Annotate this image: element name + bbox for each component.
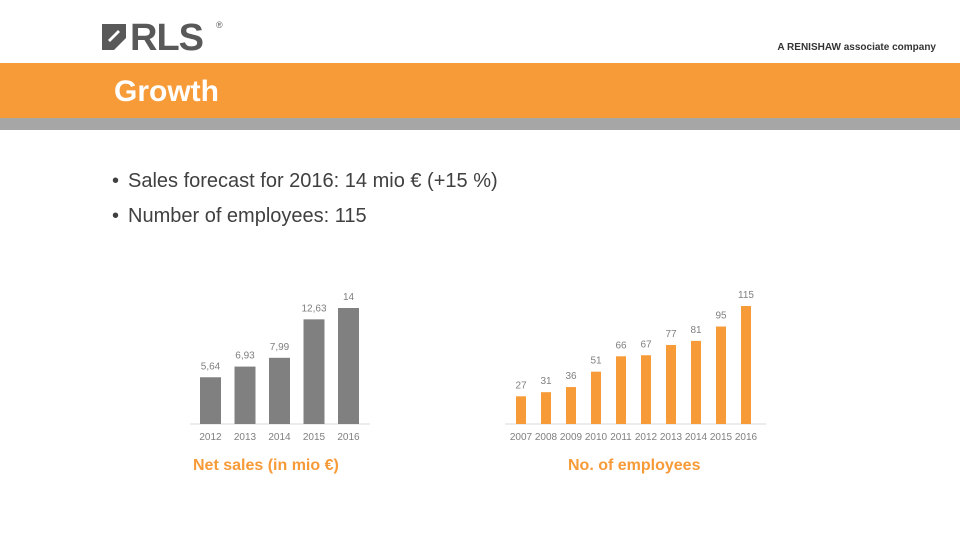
data-label: 77	[665, 329, 677, 340]
employees-chart: 27 2007 31 2008 36 2009 51 2010 66 2011 67 2012 77 20…	[505, 290, 766, 443]
x-tick-label: 2011	[610, 432, 632, 443]
x-tick-label: 2012	[199, 432, 222, 443]
bar	[269, 357, 290, 424]
bar	[303, 319, 325, 424]
data-label: 27	[515, 380, 527, 391]
x-tick-label: 2014	[268, 432, 291, 443]
x-tick-label: 2015	[710, 432, 733, 443]
title-band-shadow	[0, 118, 960, 130]
bar	[234, 366, 256, 424]
net-sales-caption: Net sales (in mio €)	[193, 457, 339, 474]
bar	[741, 306, 751, 424]
bullet-item: • Sales forecast for 2016: 14 mio € (+15 …	[112, 170, 498, 192]
employees-caption: No. of employees	[568, 457, 701, 474]
slide-title: Growth	[114, 75, 219, 108]
x-tick-label: 2009	[560, 432, 583, 443]
bar	[616, 356, 626, 424]
data-label: 31	[540, 376, 552, 387]
data-label: 95	[715, 311, 727, 322]
logo-text: RLS	[130, 17, 204, 59]
rls-logo-icon	[102, 24, 126, 50]
x-tick-label: 2013	[234, 432, 257, 443]
data-label: 51	[590, 356, 602, 367]
bar	[338, 308, 359, 424]
data-label: 36	[565, 371, 577, 382]
bar	[591, 371, 601, 424]
data-label: 115	[738, 290, 754, 301]
x-tick-label: 2016	[337, 432, 360, 443]
bullet-item: • Number of employees: 115	[112, 205, 367, 227]
bar	[200, 377, 221, 424]
title-band	[0, 63, 960, 118]
bar	[566, 387, 576, 424]
data-label: 67	[640, 339, 652, 350]
data-label: 5,64	[201, 361, 221, 372]
bar	[716, 326, 726, 424]
data-label: 81	[690, 325, 702, 336]
x-tick-label: 2016	[735, 432, 758, 443]
x-tick-label: 2010	[585, 432, 608, 443]
x-tick-label: 2014	[685, 432, 708, 443]
logo-registered-mark: ®	[216, 20, 223, 30]
x-tick-label: 2012	[635, 432, 658, 443]
bullet-text: Number of employees: 115	[128, 205, 367, 227]
bar	[541, 392, 551, 424]
bar	[691, 340, 701, 424]
bar	[516, 396, 526, 424]
x-tick-label: 2007	[510, 432, 533, 443]
data-label: 12,63	[301, 303, 326, 314]
x-tick-label: 2015	[303, 432, 326, 443]
data-label: 66	[615, 340, 627, 351]
net-sales-chart: 5,64 2012 6,93 2013 7,99 2014 12,63 2015 14 2016	[190, 292, 370, 443]
data-label: 14	[343, 292, 355, 303]
associate-company-text: A RENISHAW associate company	[777, 42, 936, 53]
data-label: 6,93	[235, 351, 255, 362]
bar	[641, 355, 651, 424]
x-tick-label: 2013	[660, 432, 683, 443]
bullet-text: Sales forecast for 2016: 14 mio € (+15 %…	[128, 170, 498, 192]
data-label: 7,99	[270, 342, 290, 353]
bar	[666, 344, 676, 424]
x-tick-label: 2008	[535, 432, 558, 443]
bullet-list: • Sales forecast for 2016: 14 mio € (+15 …	[112, 170, 498, 240]
